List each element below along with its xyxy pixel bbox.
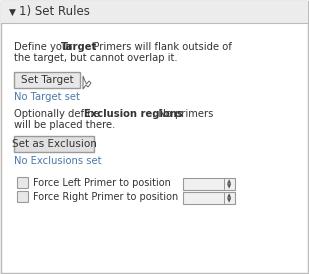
Text: No Target set: No Target set [14, 92, 80, 102]
FancyBboxPatch shape [14, 72, 80, 88]
Text: 1) Set Rules: 1) Set Rules [19, 5, 90, 19]
FancyBboxPatch shape [183, 178, 235, 190]
FancyBboxPatch shape [1, 1, 308, 23]
FancyBboxPatch shape [18, 192, 28, 202]
Text: Set as Exclusion: Set as Exclusion [11, 139, 96, 149]
Text: the target, but cannot overlap it.: the target, but cannot overlap it. [14, 53, 178, 63]
Text: No Exclusions set: No Exclusions set [14, 156, 101, 166]
Text: ▲: ▲ [227, 179, 232, 184]
Text: Set Target: Set Target [21, 75, 73, 85]
FancyBboxPatch shape [18, 178, 28, 189]
Text: Define your: Define your [14, 42, 75, 52]
FancyBboxPatch shape [14, 136, 94, 152]
Text: Force Left Primer to position: Force Left Primer to position [33, 178, 171, 188]
FancyBboxPatch shape [183, 192, 235, 204]
Text: Force Right Primer to position: Force Right Primer to position [33, 192, 178, 202]
Text: ▼: ▼ [9, 7, 16, 16]
Text: Optionally define: Optionally define [14, 109, 103, 119]
Text: ▼: ▼ [227, 184, 232, 189]
Text: ▲: ▲ [227, 193, 232, 198]
Text: ▼: ▼ [227, 198, 232, 203]
Polygon shape [83, 76, 91, 89]
Text: . No primers: . No primers [152, 109, 214, 119]
Text: Target: Target [61, 42, 97, 52]
Text: . Primers will flank outside of: . Primers will flank outside of [87, 42, 232, 52]
Text: will be placed there.: will be placed there. [14, 120, 115, 130]
Text: Exclusion regions: Exclusion regions [84, 109, 183, 119]
